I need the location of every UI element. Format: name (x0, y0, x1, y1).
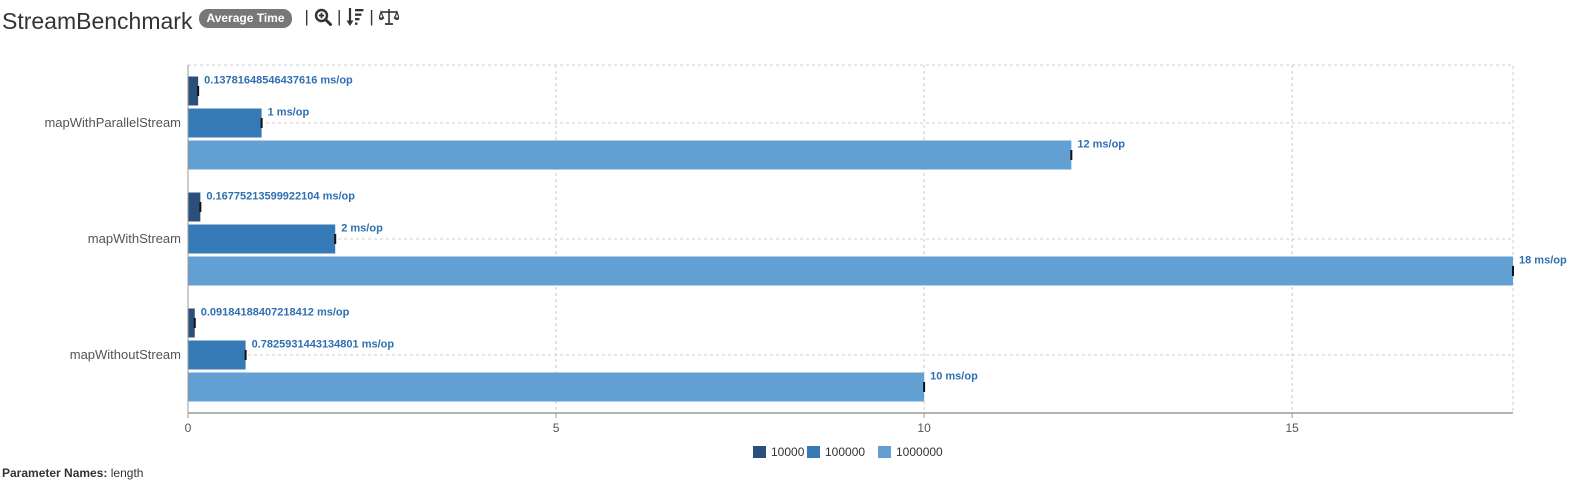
data-label: 0.16775213599922104 ms/op (206, 191, 355, 203)
legend-label: 1000000 (896, 445, 943, 459)
bar (188, 108, 262, 138)
legend-swatch (878, 446, 891, 458)
bar (188, 140, 1072, 170)
bar (188, 224, 336, 254)
data-label: 1 ms/op (268, 107, 310, 119)
category-label: mapWithoutStream (70, 347, 181, 362)
data-label: 0.7825931443134801 ms/op (252, 339, 395, 351)
bar (188, 76, 199, 106)
bar (188, 256, 1513, 286)
category-label: mapWithStream (88, 231, 181, 246)
legend-label: 10000 (771, 445, 805, 459)
x-tick-label: 0 (185, 421, 192, 435)
x-tick-label: 15 (1285, 421, 1299, 435)
chart-header: StreamBenchmark Average Time | | | (2, 4, 399, 38)
parameter-names-value: length (110, 466, 144, 480)
bar (188, 340, 246, 370)
legend-label: 100000 (825, 445, 865, 459)
category-label: mapWithParallelStream (44, 115, 181, 130)
x-tick-label: 5 (553, 421, 560, 435)
separator: | (304, 7, 309, 26)
zoom-icon[interactable] (314, 8, 332, 26)
bar-chart: mapWithParallelStream 0.13781648546437616… (44, 64, 1567, 459)
bar (188, 192, 201, 222)
legend-swatch (753, 446, 766, 458)
page-title: StreamBenchmark (2, 7, 193, 34)
parameter-names-label: Parameter Names: (2, 466, 108, 480)
data-label: 0.13781648546437616 ms/op (204, 75, 353, 87)
data-label: 10 ms/op (930, 371, 978, 383)
mode-badge[interactable]: Average Time (199, 8, 292, 28)
bar (188, 308, 195, 338)
balance-icon[interactable] (378, 8, 399, 26)
legend-swatch (807, 446, 820, 458)
parameter-names: Parameter Names: length (2, 466, 143, 480)
data-label: 12 ms/op (1077, 139, 1125, 151)
data-label: 18 ms/op (1519, 255, 1567, 267)
separator: | (336, 7, 342, 26)
bar (188, 372, 925, 402)
data-label: 2 ms/op (341, 223, 383, 235)
x-tick-label: 10 (917, 421, 931, 435)
data-label: 0.09184188407218412 ms/op (201, 307, 350, 319)
sort-icon[interactable] (346, 7, 364, 27)
separator: | (369, 7, 374, 26)
